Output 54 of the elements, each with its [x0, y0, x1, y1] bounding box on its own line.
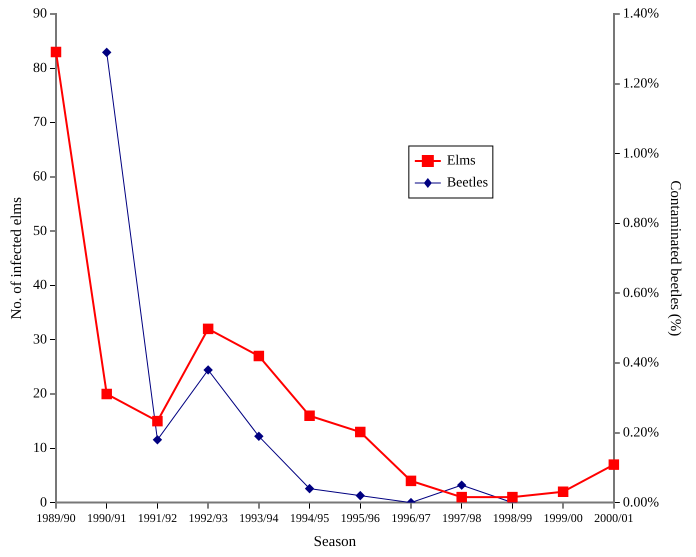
- y-tick-label: 40: [33, 278, 47, 294]
- x-tick-label: 1992/93: [188, 510, 228, 525]
- point: [204, 365, 213, 374]
- point: [456, 492, 467, 502]
- y-tick-label: 10: [33, 440, 47, 456]
- y-tick-label: 60: [33, 170, 47, 185]
- y2-tick-label: 1.40%: [622, 6, 660, 22]
- x-tick-label: 1995/96: [340, 510, 380, 525]
- x-axis-title: Season: [314, 534, 357, 550]
- y-tick-label: 0: [40, 495, 47, 510]
- y-tick-label: 70: [33, 115, 47, 130]
- y-tick-label: 90: [33, 6, 47, 22]
- y-tick-label: 20: [33, 386, 47, 402]
- point: [507, 492, 518, 502]
- y2-tick-label: 0.40%: [622, 356, 660, 371]
- point: [254, 350, 264, 362]
- point: [102, 48, 112, 57]
- y2-tick-label: 0.00%: [622, 495, 660, 510]
- point: [558, 486, 568, 497]
- point: [152, 416, 163, 426]
- x-tick-label: 1989/90: [36, 510, 76, 525]
- x-tick-label: 2000/01: [594, 510, 634, 525]
- point: [355, 426, 366, 438]
- point: [304, 410, 315, 421]
- x-tick-label: 1999/00: [543, 510, 583, 525]
- y2-tick-label: 1.20%: [622, 76, 660, 92]
- x-tick-label: 1998/99: [492, 510, 532, 525]
- point: [356, 491, 365, 500]
- point: [50, 46, 62, 58]
- y-tick-label: 50: [33, 224, 47, 239]
- y2-axis-title: Contaminated beetles (%): [667, 180, 684, 336]
- legend-label: Beetles: [446, 176, 488, 191]
- legend-label: Elms: [446, 154, 476, 169]
- x-tick-label: 1996/97: [391, 510, 431, 525]
- y-axis-title: No. of infected elms: [8, 196, 25, 320]
- point: [305, 484, 314, 494]
- x-tick-label: 1991/92: [138, 510, 178, 525]
- point: [457, 480, 466, 490]
- y2-tick-label: 0.80%: [622, 216, 660, 232]
- y2-tick-label: 0.60%: [622, 286, 660, 301]
- y-tick-label: 80: [33, 60, 47, 76]
- point: [406, 476, 416, 486]
- point: [202, 324, 214, 334]
- point: [608, 459, 620, 470]
- y2-tick-label: 1.00%: [622, 146, 660, 162]
- point: [254, 432, 264, 441]
- x-tick-label: 1994/95: [290, 510, 330, 525]
- y2-tick-label: 0.20%: [622, 425, 660, 440]
- x-tick-label: 1997/98: [442, 510, 482, 525]
- y-tick-label: 30: [33, 332, 47, 348]
- point: [101, 388, 112, 400]
- x-tick-label: 1990/91: [87, 510, 126, 525]
- x-tick-label: 1993/94: [239, 510, 279, 525]
- point: [152, 435, 162, 444]
